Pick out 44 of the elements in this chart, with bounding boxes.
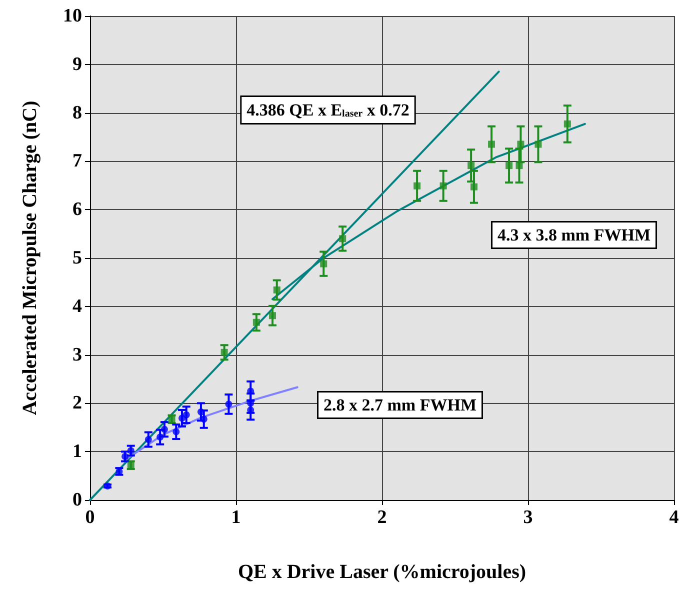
annotation: 2.8 x 2.7 mm FWHM	[324, 396, 476, 414]
point	[225, 400, 232, 408]
point	[534, 140, 542, 148]
point	[197, 408, 204, 416]
point	[172, 428, 180, 436]
x-tick-label: 1	[231, 507, 241, 528]
point	[488, 140, 495, 148]
point	[440, 182, 447, 190]
y-tick-label: 0	[72, 490, 82, 510]
point	[160, 426, 168, 433]
point	[320, 260, 328, 268]
point	[506, 162, 513, 170]
y-tick-label: 7	[72, 150, 82, 172]
y-tick-label: 6	[72, 199, 82, 220]
point	[122, 452, 129, 460]
point	[273, 286, 280, 294]
point	[127, 447, 134, 454]
x-axis-title: QE x Drive Laser (%microjoules)	[238, 561, 526, 583]
annotation: 4.3 x 3.8 mm FWHM	[498, 226, 650, 244]
x-tick-label: 4	[669, 507, 680, 528]
point	[220, 348, 228, 356]
annotation: 4.386 QE x Elaser x 0.72	[246, 100, 410, 120]
y-tick-label: 8	[72, 102, 82, 124]
point	[470, 183, 478, 190]
y-tick-label: 10	[63, 6, 82, 26]
point	[414, 182, 421, 190]
point	[156, 434, 164, 441]
x-tick-label: 3	[523, 507, 533, 528]
point	[182, 411, 190, 418]
point	[252, 318, 260, 326]
y-tick-label: 5	[72, 248, 82, 268]
point	[468, 162, 475, 170]
point	[144, 436, 152, 443]
y-tick-label: 2	[72, 392, 82, 414]
y-axis-title: Accelerated Micropulse Charge (nC)	[19, 100, 41, 416]
point	[200, 416, 208, 423]
point	[564, 120, 571, 128]
y-tick-label: 4	[72, 296, 82, 317]
y-tick-label: 3	[72, 344, 82, 366]
point	[339, 235, 346, 242]
y-tick-label: 1	[72, 441, 82, 462]
x-tick-label: 2	[377, 507, 387, 528]
point	[269, 312, 276, 320]
y-tick-label: 9	[72, 54, 82, 75]
